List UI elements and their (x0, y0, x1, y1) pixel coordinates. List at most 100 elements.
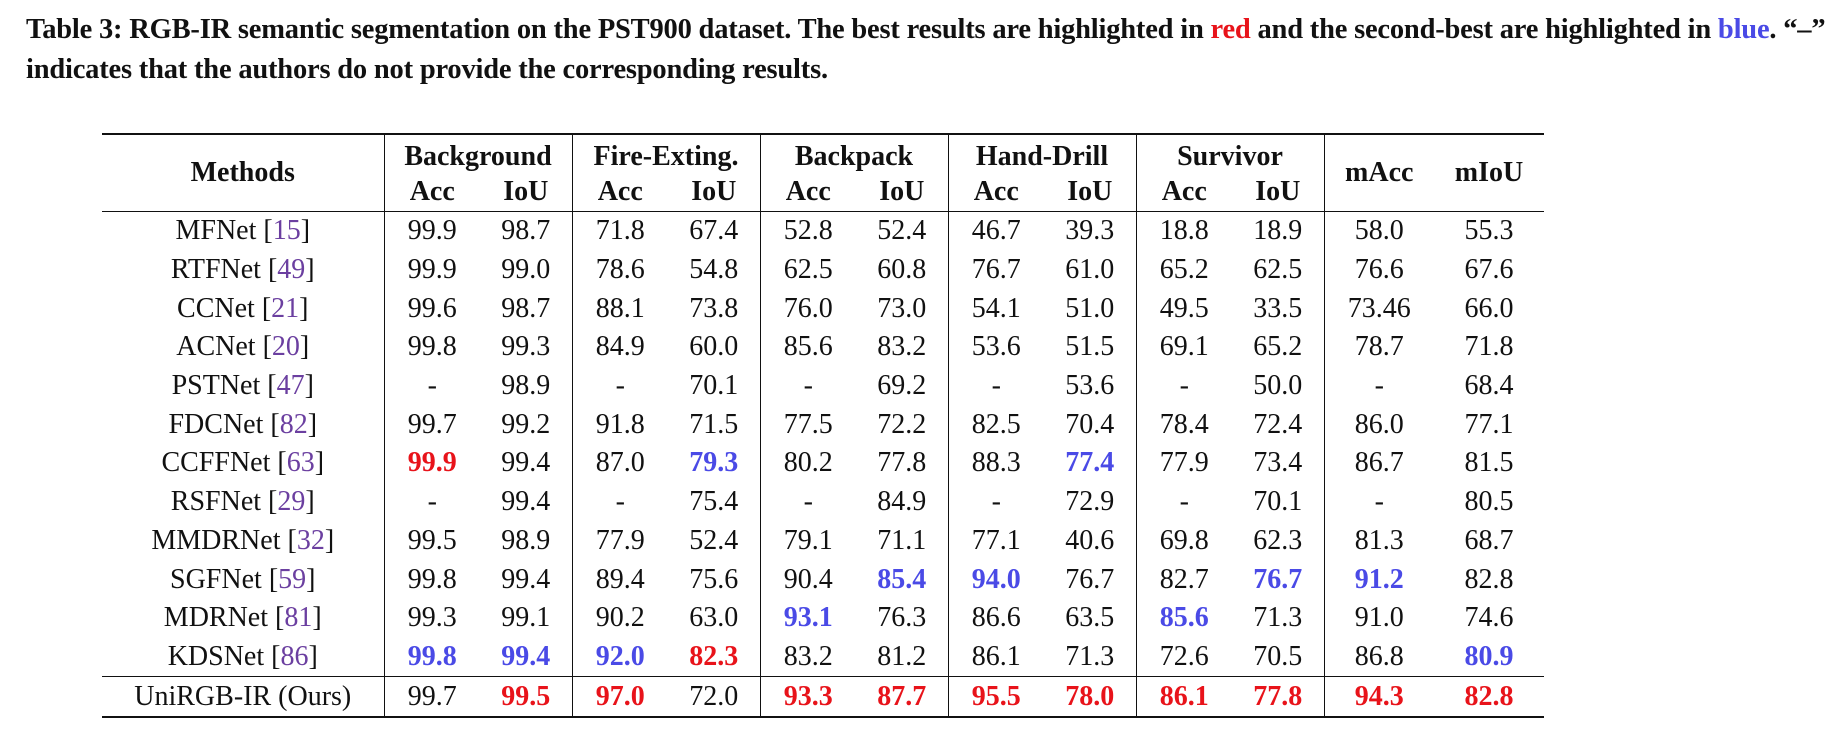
metric-cell: 99.6 (383, 289, 480, 329)
metric-cell: 71.8 (571, 211, 668, 251)
metric-cell: 73.0 (877, 292, 927, 324)
results-table: Methods Background Fire-Exting. Backpack… (102, 133, 1544, 718)
metric-cell: 71.1 (877, 524, 927, 556)
citation-ref[interactable]: 81 (284, 602, 313, 634)
metric-cell: 98.7 (501, 215, 551, 247)
header-group-background: Background (383, 133, 572, 173)
metric-cell: 99.4 (501, 447, 551, 479)
metric-cell: 77.1 (947, 521, 1044, 561)
metric-cell: 63.5 (1065, 602, 1115, 634)
metric-cell: 85.6 (1135, 598, 1232, 638)
citation-ref[interactable]: 82 (279, 408, 308, 440)
metric-cell: 86.0 (1323, 405, 1434, 445)
metric-cell: 91.8 (571, 405, 668, 445)
metric-cell: 74.6 (1464, 602, 1514, 634)
metric-cell: 99.3 (383, 598, 480, 638)
metric-cell: 99.1 (501, 602, 551, 634)
metric-cell: 77.1 (1464, 408, 1514, 440)
table-row: KDSNet [86] 99.8 99.4 92.0 82.3 83.2 81.2 86.1 7… (102, 637, 1544, 677)
metric-cell: 72.6 (1135, 637, 1232, 677)
method-name: FDCNet [82] (168, 408, 318, 440)
metric-cell: 76.0 (759, 289, 856, 329)
citation-ref[interactable]: 86 (280, 640, 309, 672)
metric-cell: 88.1 (571, 289, 668, 329)
table-row: CCFFNet [63] 99.9 99.4 87.0 79.3 80.2 77.8 88.3… (102, 444, 1544, 483)
metric-cell: 70.1 (1253, 486, 1303, 518)
metric-cell: 50.0 (1253, 370, 1303, 402)
header-acc: Acc (383, 173, 480, 212)
citation-ref[interactable]: 63 (286, 447, 315, 479)
metric-cell: - (759, 366, 856, 406)
table-row: ACNet [20] 99.8 99.3 84.9 60.0 85.6 83.2 53.6 51… (102, 328, 1544, 367)
metric-cell: 54.8 (689, 254, 739, 286)
citation-ref[interactable]: 32 (296, 524, 325, 556)
metric-cell: 90.2 (571, 598, 668, 638)
metric-cell: 90.4 (759, 560, 856, 599)
metric-cell: 99.8 (383, 328, 480, 367)
metric-cell: 67.4 (689, 215, 739, 247)
metric-cell: 69.1 (1135, 328, 1232, 367)
metric-cell: 70.1 (689, 370, 739, 402)
header-acc: Acc (571, 173, 668, 212)
metric-cell: 83.2 (877, 331, 927, 363)
header-methods: Methods (102, 133, 384, 212)
metric-cell: 46.7 (947, 211, 1044, 251)
table-row: MFNet [15] 99.9 98.7 71.8 67.4 52.8 52.4 46.7 39… (102, 211, 1544, 251)
method-name: MDRNet [81] (163, 602, 322, 634)
metric-cell: 99.5 (383, 521, 480, 561)
metric-cell: 49.5 (1135, 289, 1232, 329)
header-group-backpack: Backpack (759, 133, 948, 173)
metric-cell: 60.8 (877, 254, 927, 286)
metric-cell: 67.6 (1464, 254, 1514, 286)
metric-cell: 98.7 (501, 292, 551, 324)
table-caption: Table 3: RGB-IR semantic segmentation on… (26, 14, 1826, 85)
metric-cell: 53.6 (1065, 370, 1115, 402)
citation-ref[interactable]: 49 (277, 254, 306, 286)
header-iou: IoU (1044, 173, 1136, 212)
metric-cell: 18.9 (1253, 215, 1303, 247)
caption-red-word: red (1210, 14, 1251, 45)
metric-cell: 75.4 (689, 486, 739, 518)
citation-ref[interactable]: 20 (271, 331, 300, 363)
table-row: SGFNet [59] 99.8 99.4 89.4 75.6 90.4 85.4 94.0 7… (102, 560, 1544, 599)
metric-cell: 78.0 (1044, 676, 1136, 718)
metric-cell: 76.7 (1253, 563, 1303, 595)
metric-cell: 99.4 (501, 563, 551, 595)
metric-cell: 82.3 (689, 640, 739, 672)
citation-ref[interactable]: 59 (278, 563, 307, 595)
metric-cell: 77.8 (877, 447, 927, 479)
metric-cell: 73.8 (689, 292, 739, 324)
metric-cell: 82.8 (1434, 676, 1544, 718)
citation-ref[interactable]: 47 (276, 370, 305, 402)
metric-cell: 81.2 (877, 640, 927, 672)
metric-cell: 98.9 (501, 370, 551, 402)
metric-cell: 51.0 (1065, 292, 1115, 324)
metric-cell: 62.5 (1253, 254, 1303, 286)
metric-cell: 77.8 (1232, 676, 1324, 718)
citation-ref[interactable]: 15 (272, 215, 301, 247)
metric-cell: 78.7 (1323, 328, 1434, 367)
metric-cell: 78.6 (571, 250, 668, 290)
metric-cell: 94.0 (947, 560, 1044, 599)
metric-cell: 94.3 (1323, 676, 1434, 718)
header-miou: mIoU (1434, 133, 1544, 212)
metric-cell: - (1323, 366, 1434, 406)
citation-ref[interactable]: 29 (277, 486, 306, 518)
metric-cell: 80.2 (759, 444, 856, 483)
metric-cell: 76.7 (1065, 563, 1115, 595)
metric-cell: 58.0 (1323, 211, 1434, 251)
metric-cell: - (947, 366, 1044, 406)
metric-cell: - (759, 482, 856, 522)
metric-cell: 39.3 (1065, 215, 1115, 247)
metric-cell: 99.2 (501, 408, 551, 440)
metric-cell: 80.5 (1464, 486, 1514, 518)
header-group-fire-exting: Fire-Exting. (571, 133, 760, 173)
metric-cell: 95.5 (947, 676, 1044, 718)
method-name: PSTNet [47] (171, 370, 314, 402)
metric-cell: 99.9 (383, 444, 480, 483)
metric-cell: - (1323, 482, 1434, 522)
metric-cell: 71.8 (1464, 331, 1514, 363)
header-acc: Acc (759, 173, 856, 212)
citation-ref[interactable]: 21 (271, 292, 300, 324)
metric-cell: 18.8 (1135, 211, 1232, 251)
